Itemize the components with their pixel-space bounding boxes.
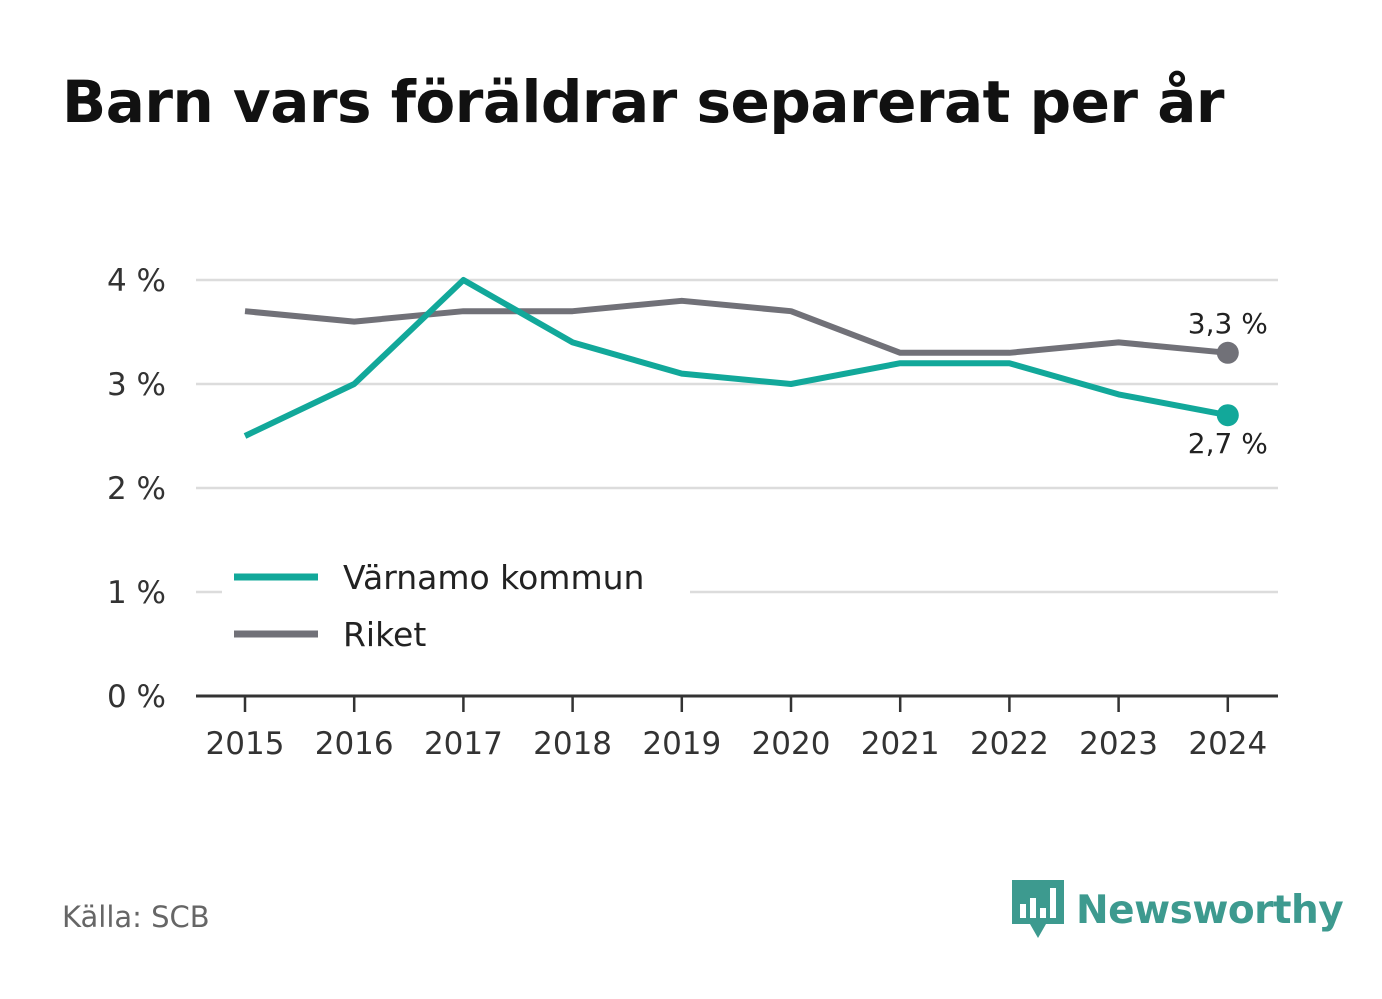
series-end-point <box>1216 404 1239 427</box>
grid-lines <box>196 278 1278 594</box>
line-chart: 0 % 1 % 2 % 3 % 4 % 2015 2016 2017 2018 2019 2020… <box>107 263 1278 762</box>
x-tick-label: 2024 <box>1188 726 1267 762</box>
x-tick-label: 2017 <box>424 726 503 762</box>
end-labels: 2,7 % 3,3 % <box>1188 307 1268 460</box>
source-note: Källa: SCB <box>62 900 210 934</box>
legend: Värnamo kommun Riket <box>222 548 690 666</box>
x-tick-label: 2021 <box>861 726 940 762</box>
y-tick-label: 0 % <box>107 679 166 715</box>
series-line <box>244 297 1229 356</box>
legend-label: Riket <box>343 615 426 654</box>
end-value-label: 3,3 % <box>1188 307 1268 340</box>
end-value-label: 2,7 % <box>1188 427 1268 460</box>
y-tick-label: 1 % <box>107 575 166 611</box>
y-tick-label: 4 % <box>107 263 166 299</box>
y-tick-label: 3 % <box>107 367 166 403</box>
bar-chart-speech-icon <box>1012 880 1064 938</box>
x-axis: 2015 2016 2017 2018 2019 2020 2021 2022 2023 2024 <box>196 694 1278 762</box>
x-tick-label: 2020 <box>752 726 831 762</box>
series-end-point <box>1216 341 1239 364</box>
x-tick-label: 2015 <box>206 726 285 762</box>
x-tick-label: 2016 <box>315 726 394 762</box>
legend-background <box>222 548 690 666</box>
legend-label: Värnamo kommun <box>343 558 644 597</box>
y-axis-tick-labels: 0 % 1 % 2 % 3 % 4 % <box>107 263 166 715</box>
newsworthy-logo: Newsworthy <box>1012 880 1344 940</box>
brand-name: Newsworthy <box>1076 887 1344 933</box>
x-tick-label: 2019 <box>642 726 721 762</box>
series-lines <box>243 277 1239 439</box>
x-tick-label: 2023 <box>1079 726 1158 762</box>
y-tick-label: 2 % <box>107 471 166 507</box>
chart-title: Barn vars föräldrar separerat per år <box>62 68 1224 136</box>
series-line <box>243 277 1229 439</box>
x-tick-label: 2022 <box>970 726 1049 762</box>
x-tick-label: 2018 <box>533 726 612 762</box>
